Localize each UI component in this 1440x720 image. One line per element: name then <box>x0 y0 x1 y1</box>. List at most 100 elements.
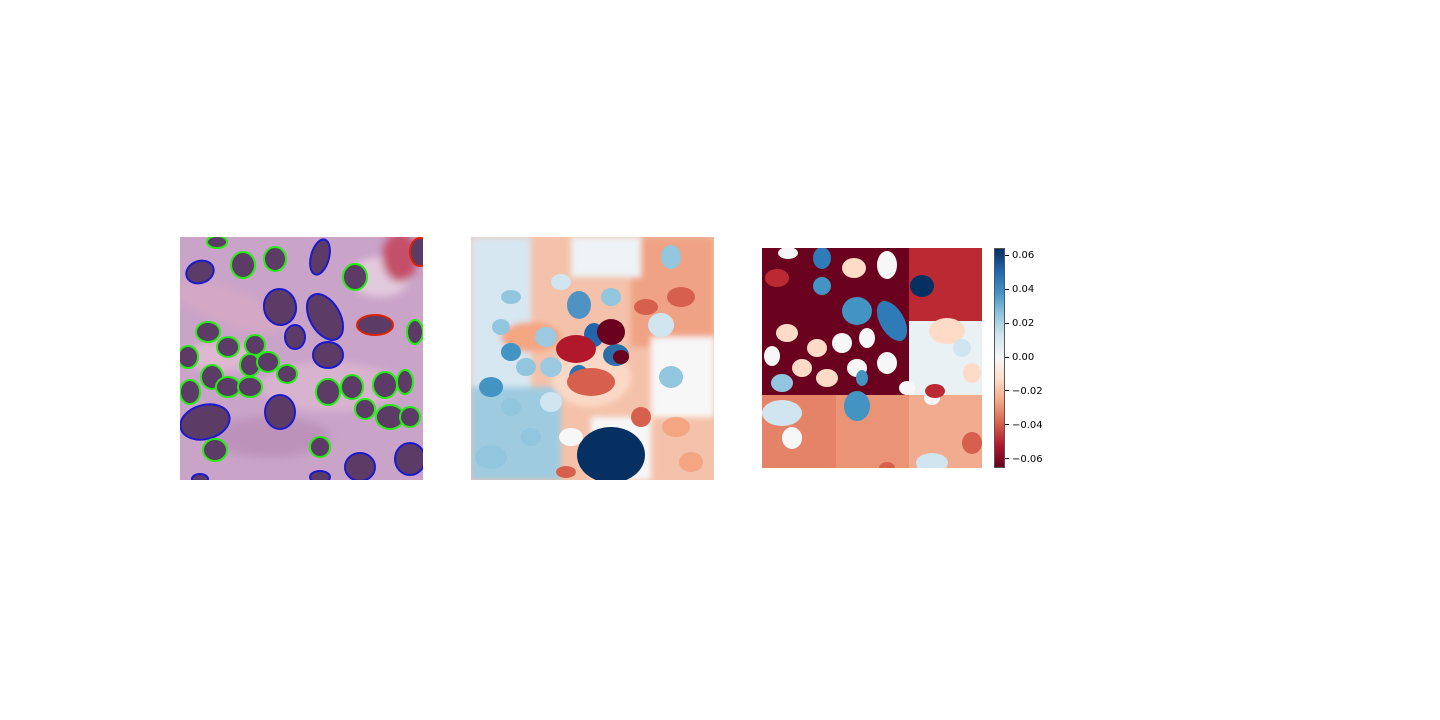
nucleus-outline <box>394 442 423 476</box>
nucleus-outline <box>264 394 296 430</box>
nucleus-outline <box>180 403 231 441</box>
attribution-blob <box>631 407 651 427</box>
nucleus-outline <box>230 251 256 279</box>
region-blob <box>916 453 948 468</box>
nucleus-outline <box>262 288 298 326</box>
attribution-blob <box>601 288 621 306</box>
nucleus-outline <box>315 378 341 406</box>
nucleus-outline <box>237 376 263 398</box>
nucleus-outline <box>276 364 298 384</box>
colorbar-tick: −0.04 <box>1005 420 1043 431</box>
nucleus-outline <box>185 259 215 285</box>
nucleus-outline <box>372 371 398 399</box>
colorbar-tick: 0.06 <box>1005 250 1034 261</box>
region-blob <box>762 400 802 426</box>
region-blob <box>832 333 852 353</box>
region-blob <box>953 339 971 357</box>
region-blob <box>876 301 908 341</box>
attribution-blob <box>679 452 703 472</box>
attribution-blob <box>492 319 510 335</box>
nucleus-outline <box>202 438 228 462</box>
nucleus-outline <box>256 351 280 373</box>
attribution-blob <box>516 358 536 376</box>
colorbar-tick: −0.06 <box>1005 454 1043 465</box>
nucleus-outline <box>191 473 209 480</box>
nucleus-outline <box>354 398 376 420</box>
region-blob <box>813 277 831 295</box>
region-blob <box>856 370 868 386</box>
region-blob <box>792 359 812 377</box>
region-blob <box>910 275 934 297</box>
nucleus-outline <box>309 238 331 276</box>
attribution-blob <box>567 291 591 319</box>
region-blob <box>879 462 895 468</box>
attribution-blob <box>613 350 629 364</box>
colorbar-tick: 0.02 <box>1005 318 1034 329</box>
region-blob <box>782 427 802 449</box>
attribution-blob <box>567 368 615 396</box>
nucleus-outline <box>409 237 423 267</box>
nucleus-outline <box>215 376 241 398</box>
region-blob <box>859 328 875 348</box>
attribution-blob <box>540 357 562 377</box>
nucleus-outline <box>284 324 306 350</box>
attribution-blob <box>559 428 583 446</box>
region-blob <box>899 381 915 395</box>
colorbar-tick: 0.00 <box>1005 352 1034 363</box>
region-blob <box>842 297 872 325</box>
attribution-blob <box>659 366 683 388</box>
region-blob <box>778 248 798 259</box>
region-blob <box>816 369 838 387</box>
region-blob <box>877 251 897 279</box>
region-blob <box>962 432 982 454</box>
attribution-blob <box>521 428 541 446</box>
attribution-blob <box>479 377 503 397</box>
nucleus-outline <box>396 369 414 395</box>
nucleus-outline <box>356 314 394 336</box>
attribution-blob <box>501 290 521 304</box>
nucleus-outline <box>263 246 287 272</box>
region-blob <box>929 318 965 344</box>
attribution-blob <box>662 417 690 437</box>
region-blob <box>807 339 827 357</box>
region-blob <box>813 248 831 269</box>
nucleus-outline <box>305 293 345 341</box>
attribution-blob <box>648 313 674 337</box>
nucleus-outline <box>216 336 240 358</box>
attribution-blob <box>667 287 695 307</box>
attribution-blob <box>661 245 681 269</box>
region-attribution-panel <box>762 248 982 468</box>
nucleus-outline <box>206 237 228 249</box>
region-blob <box>771 374 793 392</box>
nucleus-outline <box>406 319 423 345</box>
colorbar-tick: 0.04 <box>1005 284 1034 295</box>
region-blob <box>776 324 798 342</box>
histology-image-panel <box>180 237 423 480</box>
attribution-blob <box>501 398 521 416</box>
attribution-blob <box>540 392 562 412</box>
nucleus-outline <box>309 436 331 458</box>
attribution-blob <box>475 445 507 469</box>
attribution-blob <box>556 466 576 478</box>
region-blob <box>844 391 870 421</box>
attribution-blob <box>551 274 571 290</box>
region-blob <box>963 363 981 383</box>
nucleus-outline <box>180 345 199 369</box>
colorbar-tick: −0.02 <box>1005 386 1043 397</box>
nucleus-outline <box>309 470 331 480</box>
nucleus-outline <box>340 374 364 400</box>
attribution-blob <box>634 299 658 315</box>
region-attribution-map <box>762 248 982 468</box>
nucleus-outline <box>244 334 266 356</box>
attribution-blob <box>597 319 625 345</box>
attribution-blob <box>535 327 557 347</box>
histology-image <box>180 237 423 480</box>
attribution-blob <box>556 335 596 363</box>
region-blob <box>877 352 897 374</box>
colorbar <box>994 248 1005 468</box>
pixel-attribution-map <box>471 237 714 480</box>
nucleus-outline <box>399 406 421 428</box>
region-blob <box>765 269 789 287</box>
attribution-blob <box>577 427 645 480</box>
region-blob <box>925 384 945 398</box>
